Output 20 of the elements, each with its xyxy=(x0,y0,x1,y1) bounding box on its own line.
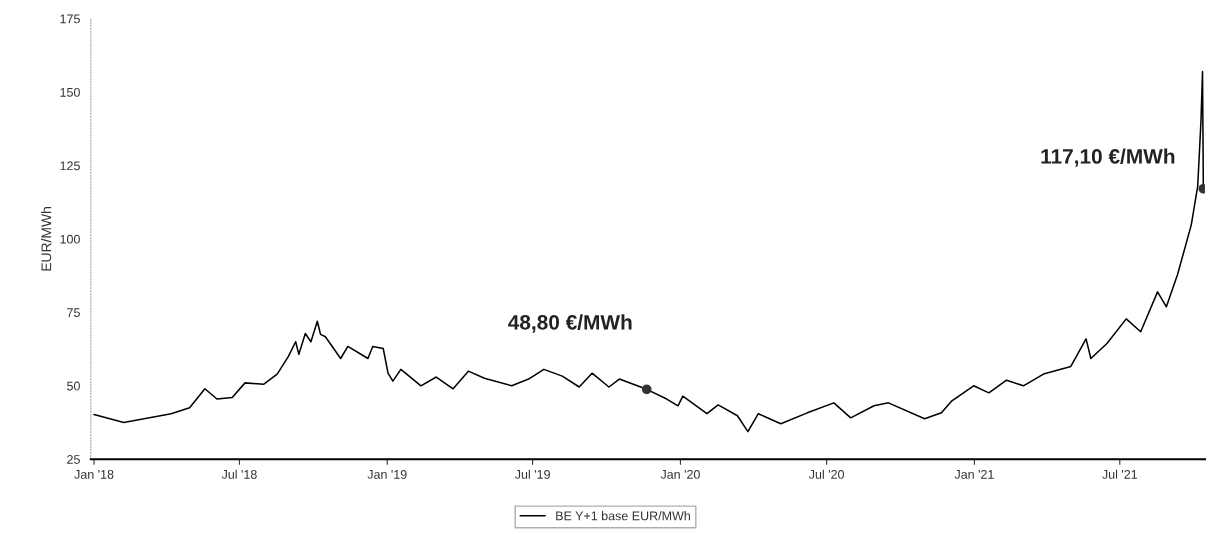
annotation: 48,80 €/MWh xyxy=(508,314,632,333)
y-tick-label: 50 xyxy=(67,381,80,391)
legend-label: BE Y+1 base EUR/MWh xyxy=(556,511,690,521)
line-series xyxy=(93,70,1205,433)
y-tick-label: 125 xyxy=(60,161,80,171)
y-tick-label: 100 xyxy=(60,234,80,244)
x-tick-label: Jul '18 xyxy=(221,469,257,479)
x-tick-label: Jan '20 xyxy=(660,469,700,479)
y-tick-label: 25 xyxy=(67,455,80,464)
x-tick-label: Jan '21 xyxy=(954,469,994,479)
annotation: 117,10 €/MWh xyxy=(1041,148,1175,167)
y-tick-label: 150 xyxy=(60,87,80,97)
y-tick-label: 75 xyxy=(67,308,80,318)
x-tick-label: Jan '18 xyxy=(74,469,114,479)
x-tick-label: Jul '20 xyxy=(808,469,844,479)
x-tick-label: Jan '19 xyxy=(367,469,407,479)
y-axis-title: EUR/MWh xyxy=(41,207,52,271)
x-tick-label: Jul '19 xyxy=(514,469,550,479)
y-tick-label: 175 xyxy=(60,14,80,24)
x-tick-label: Jul '21 xyxy=(1102,469,1138,479)
